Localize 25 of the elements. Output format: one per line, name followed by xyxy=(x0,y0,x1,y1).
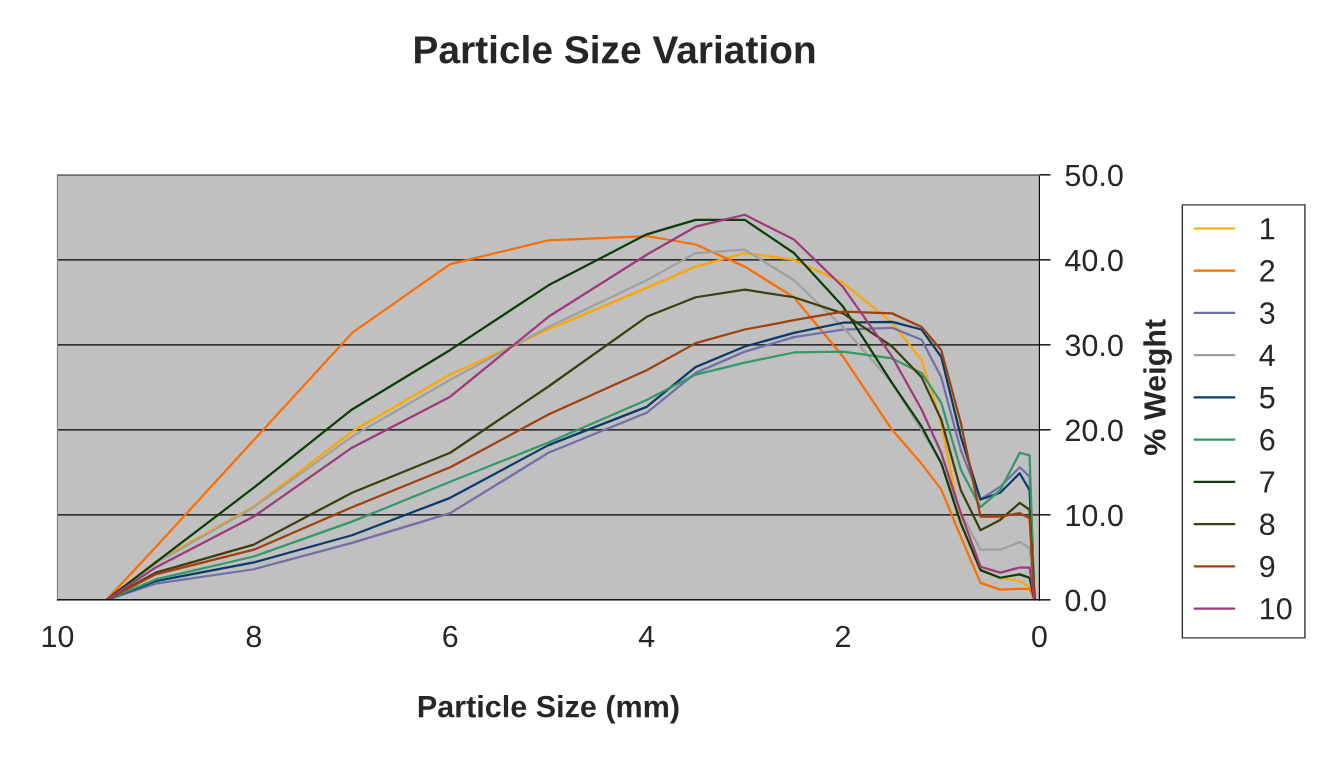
legend-label: 3 xyxy=(1259,302,1275,324)
y-tick-label: 20.0 xyxy=(1065,419,1123,442)
y-tick-label: 10.0 xyxy=(1066,504,1123,527)
legend-label: 10 xyxy=(1261,597,1292,620)
x-tick-label: 4 xyxy=(638,625,655,647)
legend-label: 5 xyxy=(1259,387,1275,409)
x-tick-label: 8 xyxy=(246,625,262,648)
x-tick-label: 2 xyxy=(836,625,850,647)
legend-label: 9 xyxy=(1260,555,1275,578)
legend-label: 7 xyxy=(1260,471,1275,493)
legend-label: 1 xyxy=(1261,218,1275,240)
y-tick-label: 40.0 xyxy=(1065,249,1123,272)
legend-label: 2 xyxy=(1260,260,1275,282)
chart-title: Particle Size Variation xyxy=(415,34,815,64)
y-tick-label: 0.0 xyxy=(1065,589,1106,612)
x-axis-title: Particle Size (mm) xyxy=(418,694,679,724)
legend-label: 6 xyxy=(1260,429,1275,451)
y-tick-label: 50.0 xyxy=(1065,164,1123,187)
y-axis-title: % Weight xyxy=(1143,319,1172,456)
y-tick-label: 30.0 xyxy=(1065,334,1123,357)
legend-label: 8 xyxy=(1260,513,1275,536)
x-tick-label: 10 xyxy=(42,625,74,648)
x-tick-label: 0 xyxy=(1032,625,1047,648)
x-tick-label: 6 xyxy=(443,625,458,648)
legend-label: 4 xyxy=(1259,344,1275,366)
